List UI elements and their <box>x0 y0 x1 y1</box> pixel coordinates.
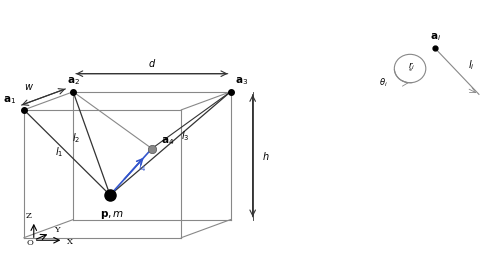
Text: $\mathbf{a}_3$: $\mathbf{a}_3$ <box>236 75 248 87</box>
Text: $l_3$: $l_3$ <box>181 129 190 143</box>
Text: $l_2$: $l_2$ <box>72 131 80 145</box>
Text: O: O <box>26 239 34 247</box>
Text: $l_4$: $l_4$ <box>138 161 147 174</box>
Text: $\mathbf{a}_4$: $\mathbf{a}_4$ <box>160 135 174 147</box>
Text: $\mathbf{a}_1$: $\mathbf{a}_1$ <box>4 94 16 106</box>
Text: $\mathbf{p},m$: $\mathbf{p},m$ <box>100 209 124 221</box>
Text: $h$: $h$ <box>262 150 269 162</box>
Text: Z: Z <box>26 212 32 220</box>
Text: $w$: $w$ <box>24 82 34 92</box>
Text: Y: Y <box>54 227 60 234</box>
Text: $d$: $d$ <box>148 57 156 69</box>
Text: $r_i$: $r_i$ <box>408 61 414 72</box>
Text: $l_i$: $l_i$ <box>468 58 474 72</box>
Text: $\mathbf{a}_2$: $\mathbf{a}_2$ <box>66 75 80 87</box>
Text: X: X <box>67 238 73 246</box>
Text: $\mathbf{a}_i$: $\mathbf{a}_i$ <box>430 31 441 43</box>
Text: $\theta_i$: $\theta_i$ <box>378 76 388 89</box>
Text: $l_1$: $l_1$ <box>54 145 63 159</box>
